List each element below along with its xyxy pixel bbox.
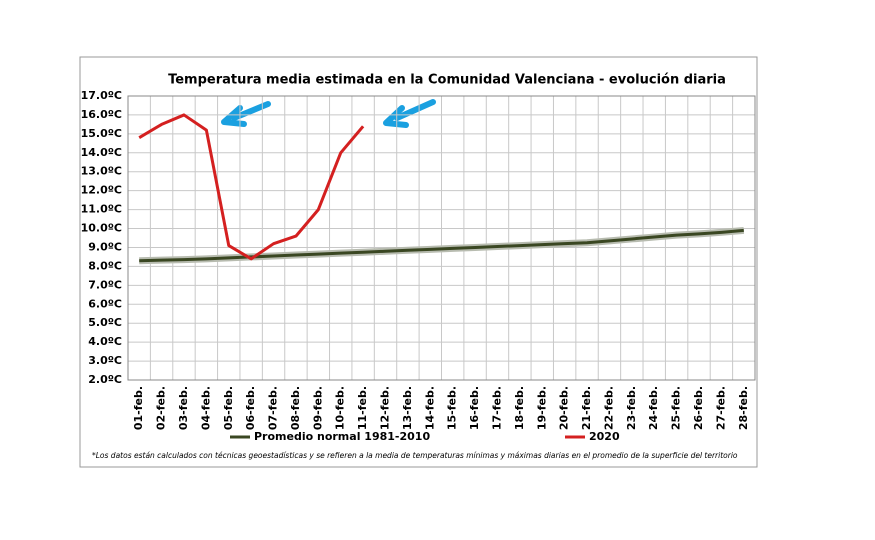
x-tick-label: 13-feb.	[401, 386, 414, 430]
x-tick-label: 08-feb.	[289, 386, 302, 430]
footnote: *Los datos están calculados con técnicas…	[92, 451, 738, 460]
x-tick-label: 09-feb.	[311, 386, 324, 430]
x-tick-label: 15-feb.	[446, 386, 459, 430]
y-tick-label: 3.0ºC	[88, 354, 122, 367]
plot-area	[127, 95, 756, 381]
x-tick-label: 14-feb.	[423, 386, 436, 430]
y-tick-label: 14.0ºC	[81, 146, 122, 159]
y-tick-label: 12.0ºC	[81, 184, 122, 197]
legend-label: 2020	[589, 430, 620, 443]
x-tick-label: 16-feb.	[468, 386, 481, 430]
y-tick-label: 9.0ºC	[88, 240, 122, 253]
x-tick-label: 24-feb.	[647, 386, 660, 430]
x-tick-label: 20-feb.	[558, 386, 571, 430]
x-tick-label: 23-feb.	[625, 386, 638, 430]
series-line	[139, 228, 744, 263]
x-tick-label: 12-feb.	[379, 386, 392, 430]
y-tick-label: 11.0ºC	[81, 203, 122, 216]
x-tick-label: 17-feb.	[490, 386, 503, 430]
y-tick-label: 10.0ºC	[81, 222, 122, 235]
x-tick-label: 03-feb.	[177, 386, 190, 430]
x-tick-label: 07-feb.	[267, 386, 280, 430]
arrow-head	[383, 105, 409, 128]
chart-title: Temperatura media estimada en la Comunid…	[168, 73, 726, 88]
x-tick-label: 18-feb.	[513, 386, 526, 430]
legend-label: Promedio normal 1981-2010	[254, 430, 430, 443]
x-tick-label: 02-feb.	[155, 386, 168, 430]
x-tick-label: 27-feb.	[714, 386, 727, 430]
x-tick-label: 10-feb.	[334, 386, 347, 430]
y-tick-label: 2.0ºC	[88, 373, 122, 386]
y-tick-label: 15.0ºC	[81, 127, 122, 140]
y-tick-label: 7.0ºC	[88, 278, 122, 291]
y-tick-label: 6.0ºC	[88, 297, 122, 310]
y-tick-label: 13.0ºC	[81, 165, 122, 178]
x-tick-label: 06-feb.	[244, 386, 257, 430]
x-tick-label: 26-feb.	[692, 386, 705, 430]
series-line	[138, 113, 365, 261]
x-tick-label: 05-feb.	[222, 386, 235, 430]
x-tick-label: 25-feb.	[670, 386, 683, 430]
x-tick-label: 11-feb.	[356, 386, 369, 430]
y-tick-label: 8.0ºC	[88, 259, 122, 272]
y-tick-label: 5.0ºC	[88, 316, 122, 329]
x-tick-label: 28-feb.	[737, 386, 750, 430]
x-tick-label: 04-feb.	[199, 386, 212, 430]
y-tick-label: 4.0ºC	[88, 335, 122, 348]
x-tick-label: 01-feb.	[132, 386, 145, 430]
x-tick-label: 22-feb.	[602, 386, 615, 430]
y-tick-label: 16.0ºC	[81, 108, 122, 121]
y-tick-label: 17.0ºC	[81, 89, 122, 102]
x-tick-label: 19-feb.	[535, 386, 548, 430]
x-tick-label: 21-feb.	[580, 386, 593, 430]
